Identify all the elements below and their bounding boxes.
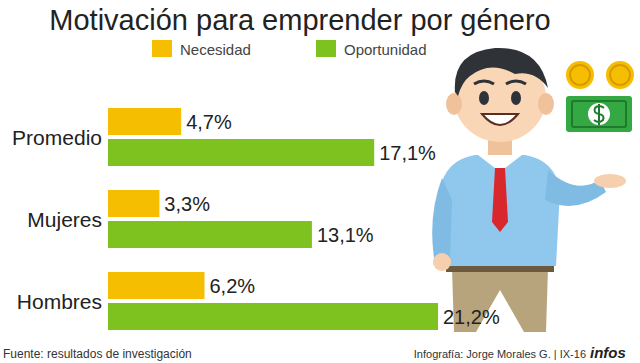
data-label: 21,2% [443, 306, 500, 328]
legend-label: Necesidad [180, 41, 251, 58]
bar [108, 272, 205, 299]
coin-ring [570, 65, 590, 85]
chart: Motivación para emprender por género Nece… [0, 0, 640, 363]
title: Motivación para emprender por género [49, 4, 550, 36]
tie [492, 168, 508, 232]
bill-center [588, 103, 610, 125]
bar [108, 108, 181, 135]
illustration [432, 48, 634, 332]
coin [606, 61, 634, 89]
brow [506, 81, 526, 84]
legend-entry: Oportunidad [316, 40, 427, 58]
data-label: 13,1% [317, 224, 374, 246]
data-label: 17,1% [379, 142, 436, 164]
bar [108, 139, 374, 166]
arm-right [545, 170, 606, 206]
source: Fuente: resultados de investigación [3, 347, 192, 361]
bars [108, 108, 438, 330]
bar [108, 221, 312, 248]
legend-label: Oportunidad [344, 41, 427, 58]
legend-entry: Necesidad [152, 40, 251, 58]
data-label: 4,7% [186, 111, 232, 133]
eye [511, 91, 521, 105]
legend-swatch [316, 40, 336, 57]
data-label: 3,3% [164, 193, 210, 215]
bill-symbol [594, 104, 604, 125]
category-label: Promedio [12, 126, 102, 149]
hair [455, 48, 548, 96]
hand-right [594, 174, 626, 188]
background [0, 0, 640, 363]
bill-border [572, 101, 626, 127]
category-label: Mujeres [27, 208, 102, 231]
ear [446, 93, 462, 115]
credit: Infografía: Jorge Morales G. | IX-16 [414, 348, 586, 360]
hand-left [433, 253, 451, 271]
category-label: Hombres [17, 290, 102, 313]
mouth [482, 114, 518, 125]
coin [566, 61, 594, 89]
bar [108, 303, 438, 330]
shirt [440, 155, 560, 266]
arm-left [432, 178, 452, 258]
logo: infos [590, 344, 626, 361]
coin-ring [610, 65, 630, 85]
ear [538, 93, 554, 115]
bar [108, 190, 159, 217]
bill [566, 96, 632, 132]
data-label: 6,2% [210, 275, 256, 297]
labels: Promedio 4,7% 17,1% Mujeres 3,3% 13,1% Hombres… [12, 111, 500, 328]
legend-swatch [152, 40, 172, 57]
brow [474, 81, 494, 84]
page: {"chart_data": { "type": "bar", "title":… [0, 0, 640, 363]
eye [479, 91, 489, 105]
